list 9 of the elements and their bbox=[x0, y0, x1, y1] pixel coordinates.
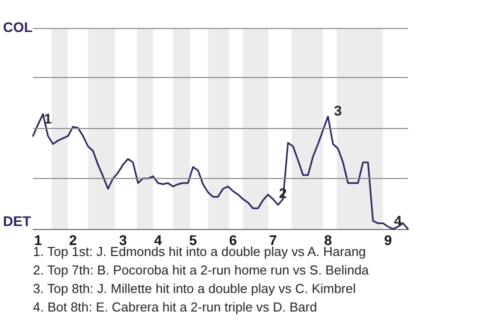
annotation: 4 bbox=[394, 212, 402, 229]
text: 4. Bot 8th: E. Cabrera hit a 2-run triple vs D. Bard bbox=[33, 300, 317, 314]
x-tick-label: 9 bbox=[384, 232, 392, 248]
text: COL bbox=[3, 19, 33, 35]
text: 2. Top 7th: B. Pocoroba hit a 2-run home run vs S. Belinda bbox=[33, 262, 370, 278]
text: 3. Top 8th: J. Millette hit into a double play vs C. Kimbrel bbox=[33, 281, 356, 296]
text: DET bbox=[3, 213, 32, 229]
annotation: 1 bbox=[44, 110, 52, 126]
annotation: 3 bbox=[334, 102, 342, 118]
